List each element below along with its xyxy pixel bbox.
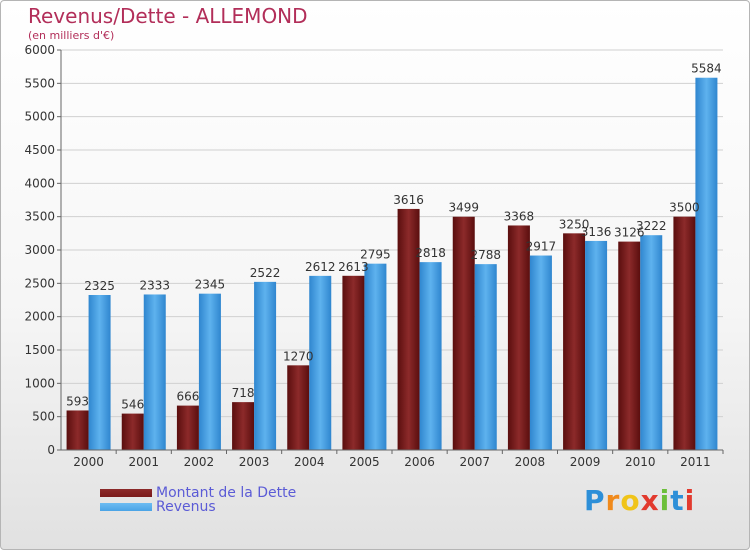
data-label-dette: 3250 [559,217,590,231]
x-tick-label: 2007 [459,455,490,469]
bar-dette [342,275,365,450]
data-label-dette: 3368 [504,209,535,223]
bar-dette [618,241,641,450]
chart-subtitle: (en milliers d'€) [28,29,115,42]
bar-revenus [419,262,442,450]
x-tick-label: 2009 [570,455,601,469]
y-tick-label: 5000 [24,110,55,124]
bar-revenus [529,255,552,450]
x-tick-label: 2011 [680,455,711,469]
x-tick-label: 2003 [239,455,270,469]
x-tick-label: 2010 [625,455,656,469]
data-label-revenus: 2788 [470,248,501,262]
logo-letter: x [640,484,660,517]
data-label-revenus: 2522 [250,266,281,280]
bar-dette [507,225,530,450]
y-tick-label: 1500 [24,343,55,357]
y-tick-label: 4500 [24,143,55,157]
data-label-revenus: 3136 [581,225,612,239]
x-tick-label: 2001 [128,455,159,469]
bar-dette [287,365,310,450]
data-label-dette: 1270 [283,349,314,363]
bar-revenus [254,281,277,450]
data-label-dette: 718 [232,386,255,400]
data-label-dette: 3500 [669,201,700,215]
x-tick-label: 2002 [184,455,215,469]
bars [66,77,718,450]
bar-dette [673,216,696,450]
y-tick-label: 5500 [24,76,55,90]
data-labels: 593 2325 546 2333 666 2345 718 2522 1270 2612 2613… [66,62,722,412]
y-tick-labels: 0 500 1000 1500 2000 2500 3000 3500 4000 4500 5000… [24,43,55,457]
data-label-revenus: 2818 [415,246,446,260]
x-tick-label: 2004 [294,455,325,469]
data-label-dette: 3499 [448,201,479,215]
y-tick-label: 6000 [24,43,55,57]
data-label-dette: 3126 [614,226,645,240]
y-tick-label: 3000 [24,243,55,257]
data-label-dette: 3616 [393,193,424,207]
x-tick-label: 2000 [73,455,104,469]
data-label-revenus: 2325 [84,279,115,293]
x-tick-label: 2008 [515,455,546,469]
bar-revenus [585,240,608,450]
data-label-dette: 593 [66,394,89,408]
data-label-dette: 546 [121,398,144,412]
y-tick-label: 0 [47,443,55,457]
y-tick-label: 1000 [24,376,55,390]
legend-swatch-dette [100,489,152,497]
bar-revenus [474,264,497,450]
legend-label-revenus: Revenus [156,499,216,515]
data-label-revenus: 2345 [195,278,226,292]
grid-lines [57,49,723,451]
bar-dette [176,405,199,450]
data-label-dette: 2613 [338,260,369,274]
logo-letter: P [584,484,606,517]
data-label-revenus: 2612 [305,260,336,274]
bar-dette [232,402,255,450]
data-label-dette: 666 [176,390,199,404]
data-label-revenus: 2795 [360,248,391,262]
data-label-revenus: 2917 [526,240,557,254]
y-tick-label: 4000 [24,176,55,190]
data-label-revenus: 5584 [691,62,722,76]
logo-letter: o [620,484,641,517]
y-tick-label: 3500 [24,210,55,224]
bar-revenus [364,263,387,450]
y-tick-label: 2500 [24,276,55,290]
x-tick-labels: 2000 2001 2002 2003 2004 2005 2006 2007 2008 2009… [73,450,724,469]
bar-revenus [640,235,663,450]
bar-revenus [309,275,332,450]
bar-revenus [695,77,718,450]
logo-letter: r [605,484,621,517]
bar-dette [66,410,89,450]
proxiti-logo: Proxiti [584,484,695,517]
logo-letter: i [684,484,696,517]
legend-swatch-revenus [100,503,152,511]
chart-title: Revenus/Dette - ALLEMOND [28,4,308,28]
bar-revenus [143,294,166,450]
x-tick-label: 2005 [349,455,380,469]
bar-dette [397,208,420,450]
bar-revenus [88,295,111,450]
bar-revenus [198,293,221,450]
bar-dette [563,233,586,450]
bar-dette [452,216,475,450]
x-tick-label: 2006 [404,455,435,469]
logo-letter: t [670,484,685,517]
logo-letter: i [659,484,671,517]
bar-dette [121,413,144,450]
data-label-revenus: 3222 [636,219,667,233]
data-label-revenus: 2333 [139,278,170,292]
legend-label-dette: Montant de la Dette [156,485,297,501]
y-tick-label: 500 [32,410,55,424]
y-tick-label: 2000 [24,310,55,324]
axes [60,50,723,451]
